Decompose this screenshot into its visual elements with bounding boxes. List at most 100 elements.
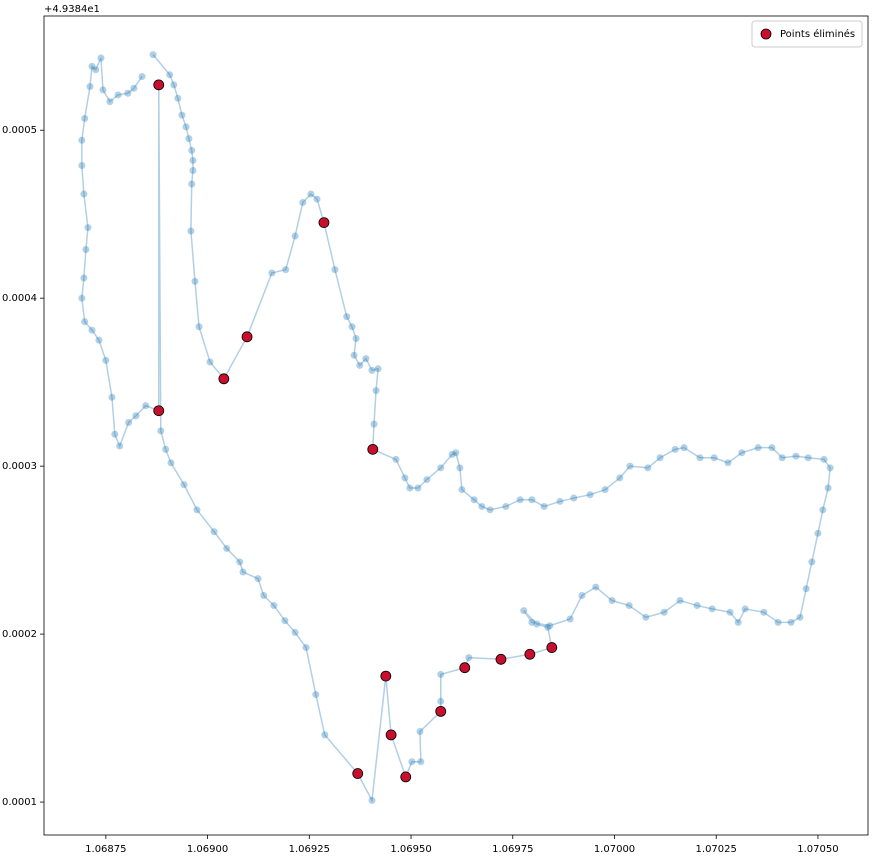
eliminated-point (435, 705, 447, 717)
trajectory-point (162, 445, 170, 453)
trajectory-point (586, 491, 594, 499)
trajectory-point (130, 84, 138, 92)
eliminated-point (385, 729, 397, 741)
trajectory-point (437, 697, 445, 705)
trajectory-point (802, 585, 810, 593)
y-tick-label: 0.0001 (2, 797, 37, 808)
trajectory-point (796, 613, 804, 621)
trajectory-point (406, 484, 414, 492)
trajectory-point (768, 444, 776, 452)
trajectory-point (824, 484, 832, 492)
y-offset-label: +4.9384e1 (44, 4, 100, 15)
trajectory-point (187, 227, 195, 235)
plot-frame (43, 15, 869, 836)
trajectory-point (819, 506, 827, 514)
trajectory-point (601, 486, 609, 494)
trajectory-point (185, 135, 193, 143)
trajectory-point (616, 474, 624, 482)
trajectory-point (656, 454, 664, 462)
eliminated-point (153, 79, 165, 91)
trajectory-point (313, 195, 321, 203)
eliminated-point (218, 373, 230, 385)
trajectory-point (544, 623, 552, 631)
trajectory-point (374, 365, 382, 373)
trajectory-point (189, 156, 197, 164)
trajectory-point (281, 617, 289, 625)
trajectory-point (343, 313, 351, 321)
trajectory-point (465, 654, 473, 662)
trajectory-point (401, 474, 409, 482)
trajectory-point (423, 476, 431, 484)
x-tick-label: 1.07000 (594, 844, 635, 855)
trajectory-point (291, 232, 299, 240)
trajectory-point (437, 464, 445, 472)
trajectory-point (116, 442, 124, 450)
trajectory-point (174, 94, 182, 102)
trajectory-point (520, 607, 528, 615)
trajectory-point (170, 81, 178, 89)
trajectory-point (671, 445, 679, 453)
trajectory-point (114, 91, 122, 99)
trajectory-point (167, 459, 175, 467)
x-tick-label: 1.07050 (797, 844, 838, 855)
trajectory-point (642, 613, 650, 621)
trajectory-point (239, 568, 247, 576)
trajectory-point (178, 111, 186, 119)
trajectory-point (124, 89, 132, 97)
trajectory-point (111, 430, 119, 438)
trajectory-point (95, 336, 103, 344)
eliminated-point (380, 670, 392, 682)
legend-box (751, 20, 863, 48)
trajectory-point (348, 323, 356, 331)
trajectory-point (132, 412, 140, 420)
trajectory-point (268, 269, 276, 277)
trajectory-point (106, 98, 114, 106)
trajectory-point (368, 366, 376, 374)
x-tick-label: 1.07025 (696, 844, 737, 855)
eliminated-point (352, 768, 364, 779)
eliminated-point (400, 771, 412, 783)
trajectory-point (362, 355, 370, 363)
trajectory-point (452, 449, 460, 457)
trajectory-point (166, 71, 174, 79)
eliminated-point (495, 653, 507, 665)
trajectory-point (408, 758, 416, 766)
trajectory-line (81, 54, 831, 803)
trajectory-point (189, 167, 197, 175)
legend-marker (760, 28, 772, 40)
trajectory-point (528, 496, 536, 504)
trajectory-point (416, 728, 424, 736)
trajectory-point (540, 502, 548, 510)
eliminated-point (241, 331, 253, 343)
trajectory-point (458, 486, 466, 494)
trajectory-point (188, 180, 196, 188)
trajectory-point (108, 393, 116, 401)
trajectory-point (787, 618, 795, 626)
x-tick-label: 1.06950 (390, 844, 431, 855)
trajectory-point (456, 464, 464, 472)
x-tick-label: 1.06975 (492, 844, 533, 855)
trajectory-point (193, 506, 201, 514)
legend-label: Points éliminés (780, 28, 855, 40)
trajectory-point (80, 274, 88, 282)
trajectory-point (502, 502, 510, 510)
trajectory-point (125, 418, 133, 426)
trajectory-point (710, 454, 718, 462)
trajectory-point (820, 455, 828, 463)
eliminated-point (459, 662, 471, 674)
trajectory-point (99, 86, 107, 94)
y-tick-label: 0.0003 (2, 461, 37, 472)
trajectory-point (191, 277, 199, 285)
trajectory-point (696, 454, 704, 462)
trajectory-point (370, 420, 378, 428)
trajectory-point (738, 449, 746, 457)
trajectory-point (82, 245, 90, 253)
trajectory-point (478, 502, 486, 510)
trajectory-point (708, 605, 716, 613)
x-tick-label: 1.06875 (85, 844, 126, 855)
trajectory-point (78, 161, 86, 169)
trajectory-point (81, 114, 89, 122)
trajectory-point (556, 497, 564, 505)
trajectory-point (299, 198, 307, 206)
y-tick-label: 0.0005 (2, 125, 37, 136)
